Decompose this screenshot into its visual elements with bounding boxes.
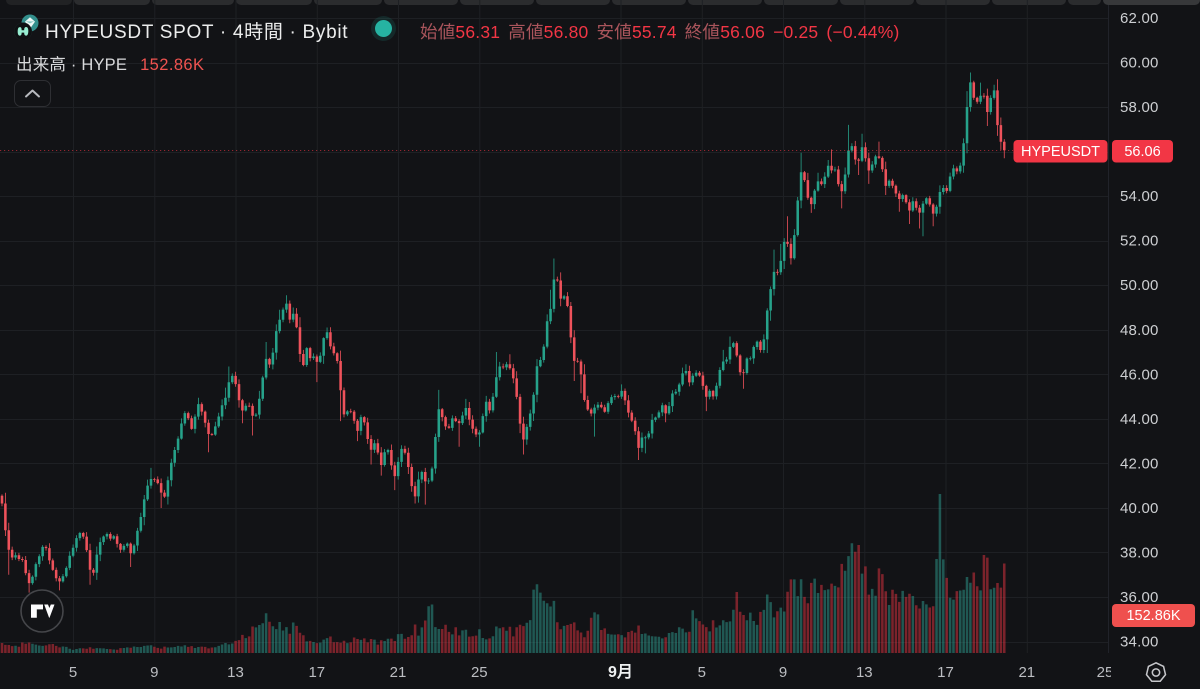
svg-text:5: 5 (698, 664, 706, 681)
svg-text:44.00: 44.00 (1120, 411, 1159, 428)
svg-text:60.00: 60.00 (1120, 55, 1159, 72)
svg-text:9: 9 (779, 664, 787, 681)
svg-text:42.00: 42.00 (1120, 455, 1159, 472)
svg-text:56.06: 56.06 (1124, 144, 1160, 160)
svg-text:17: 17 (308, 664, 325, 681)
svg-text:48.00: 48.00 (1120, 322, 1159, 339)
svg-text:9月: 9月 (608, 663, 633, 681)
svg-text:9: 9 (150, 664, 158, 681)
svg-text:58.00: 58.00 (1120, 99, 1159, 116)
svg-text:21: 21 (390, 664, 407, 681)
svg-text:54.00: 54.00 (1120, 188, 1159, 205)
svg-text:5: 5 (69, 664, 77, 681)
svg-text:HYPEUSDT: HYPEUSDT (1021, 144, 1100, 160)
svg-text:34.00: 34.00 (1120, 634, 1159, 651)
svg-text:17: 17 (937, 664, 954, 681)
svg-text:13: 13 (856, 664, 873, 681)
svg-text:62.00: 62.00 (1120, 10, 1159, 27)
svg-text:52.00: 52.00 (1120, 233, 1159, 250)
svg-text:152.86K: 152.86K (1126, 608, 1180, 624)
svg-text:13: 13 (227, 664, 244, 681)
svg-text:40.00: 40.00 (1120, 500, 1159, 517)
svg-text:38.00: 38.00 (1120, 545, 1159, 562)
svg-text:50.00: 50.00 (1120, 277, 1159, 294)
svg-text:36.00: 36.00 (1120, 589, 1159, 606)
svg-text:21: 21 (1018, 664, 1035, 681)
svg-text:25: 25 (1097, 664, 1114, 681)
svg-text:25: 25 (471, 664, 488, 681)
svg-text:46.00: 46.00 (1120, 366, 1159, 383)
